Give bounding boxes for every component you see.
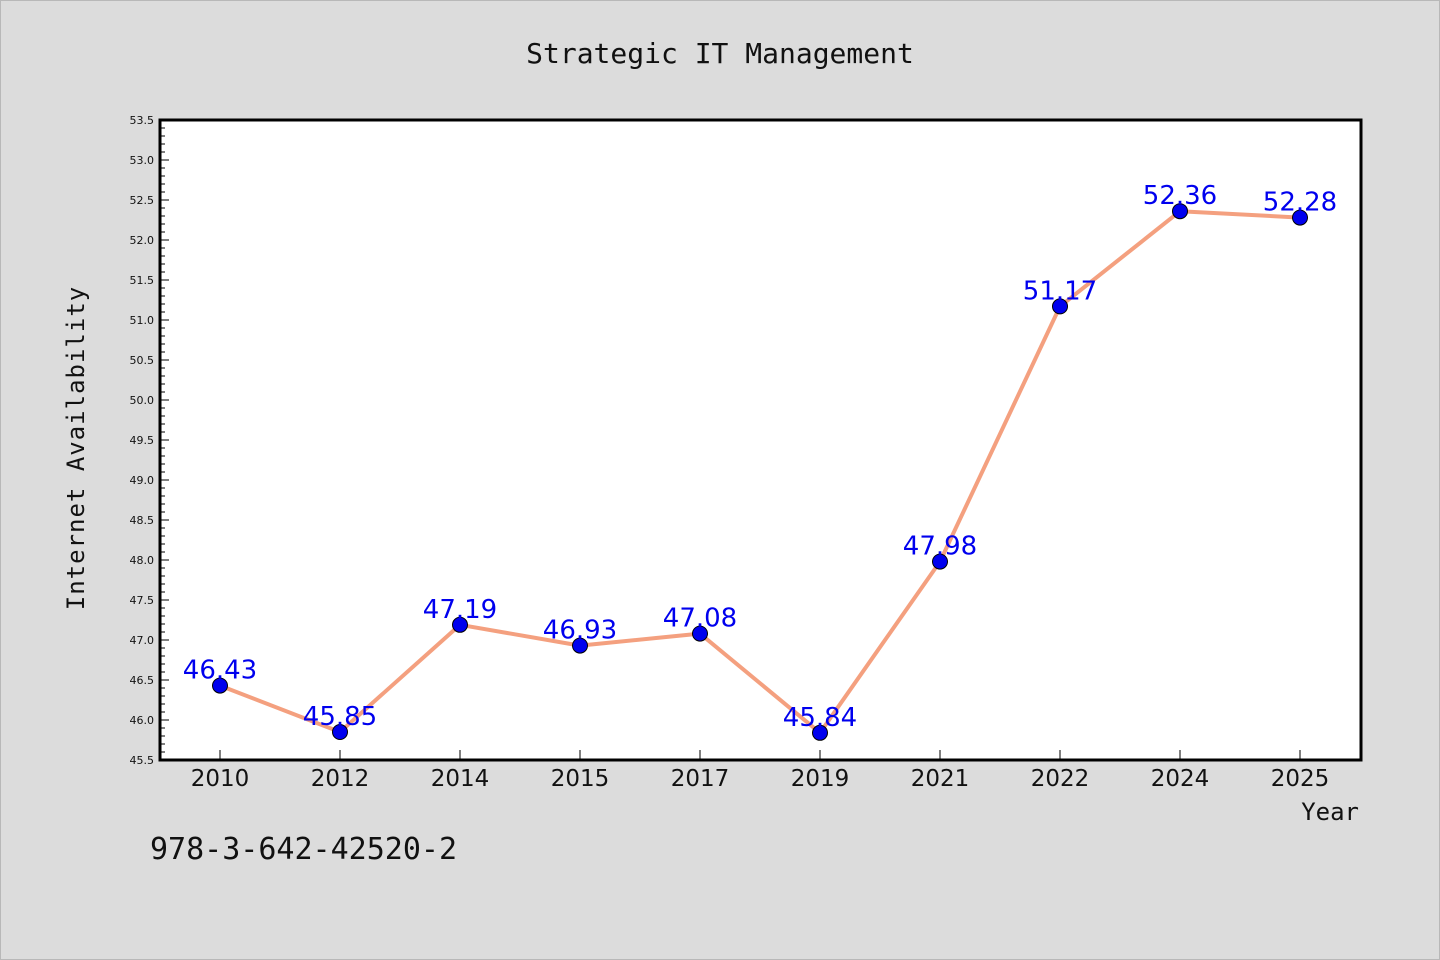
plot-border: [158, 118, 1363, 762]
y-tick-label: 52.5: [130, 194, 155, 207]
data-point: [1292, 209, 1308, 226]
data-label: 47.98: [903, 532, 977, 562]
x-tick-label: 2022: [1031, 766, 1090, 792]
data-point: [932, 553, 948, 570]
data-label: 47.19: [423, 595, 497, 625]
isbn-footer: 978-3-642-42520-2: [150, 832, 458, 867]
x-tick-label: 2015: [551, 766, 610, 792]
data-label: 52.36: [1143, 181, 1217, 211]
y-tick-label: 52.0: [130, 234, 155, 247]
data-markers: [212, 203, 1308, 741]
data-labels: 46.43 45.85 47.19 46.93 47.08 45.84 47.98 51.17…: [183, 181, 1337, 733]
y-axis-label: Internet Availability: [62, 286, 90, 610]
x-tick-label: 2024: [1151, 766, 1210, 792]
x-axis-label: Year: [1301, 798, 1359, 826]
y-tick-label: 48.5: [130, 514, 155, 527]
x-tick-label: 2021: [911, 766, 970, 792]
data-point: [572, 637, 588, 654]
y-tick-label: 47.5: [130, 594, 155, 607]
y-tick-label: 46.5: [130, 674, 155, 687]
y-tick-label: 53.0: [130, 154, 155, 167]
data-point: [452, 616, 468, 633]
y-tick-label: 49.0: [130, 474, 155, 487]
y-tick-label: 45.5: [130, 754, 155, 767]
data-label: 51.17: [1023, 276, 1097, 306]
y-tick-label: 51.5: [130, 274, 155, 287]
series-line: [219, 209, 1301, 735]
x-tick-label: 2017: [671, 766, 730, 792]
data-point: [692, 625, 708, 642]
data-point: [1172, 203, 1188, 220]
x-tick-label: 2014: [431, 766, 490, 792]
y-tick-label: 47.0: [130, 634, 155, 647]
y-tick-label: 48.0: [130, 554, 155, 567]
x-tick-label: 2025: [1271, 766, 1330, 792]
y-tick-label: 50.0: [130, 394, 155, 407]
x-axis: 2010 2012 2014 2015 2017 2019 2021 2022 2024 2025: [191, 750, 1330, 792]
data-label: 46.43: [183, 656, 257, 686]
y-tick-label: 49.5: [130, 434, 155, 447]
y-tick-label: 50.5: [130, 354, 155, 367]
chart-title: Strategic IT Management: [526, 37, 914, 70]
x-tick-label: 2019: [791, 766, 850, 792]
data-label: 47.08: [663, 604, 737, 634]
data-label: 52.28: [1263, 188, 1337, 218]
data-point: [812, 724, 828, 741]
data-point: [212, 677, 228, 694]
x-tick-label: 2012: [311, 766, 370, 792]
data-point: [1052, 298, 1068, 315]
y-tick-label: 46.0: [130, 714, 155, 727]
data-label: 45.85: [303, 702, 377, 732]
y-tick-label: 53.5: [130, 114, 155, 127]
x-tick-label: 2010: [191, 766, 250, 792]
data-label: 46.93: [543, 616, 617, 646]
data-point: [332, 724, 348, 740]
data-label: 45.84: [783, 703, 857, 733]
y-tick-label: 51.0: [130, 314, 155, 327]
y-axis: 45.5 46.0 46.5 47.0 47.5 48.0 48.5 49.0 49.5 50.0…: [130, 114, 169, 767]
